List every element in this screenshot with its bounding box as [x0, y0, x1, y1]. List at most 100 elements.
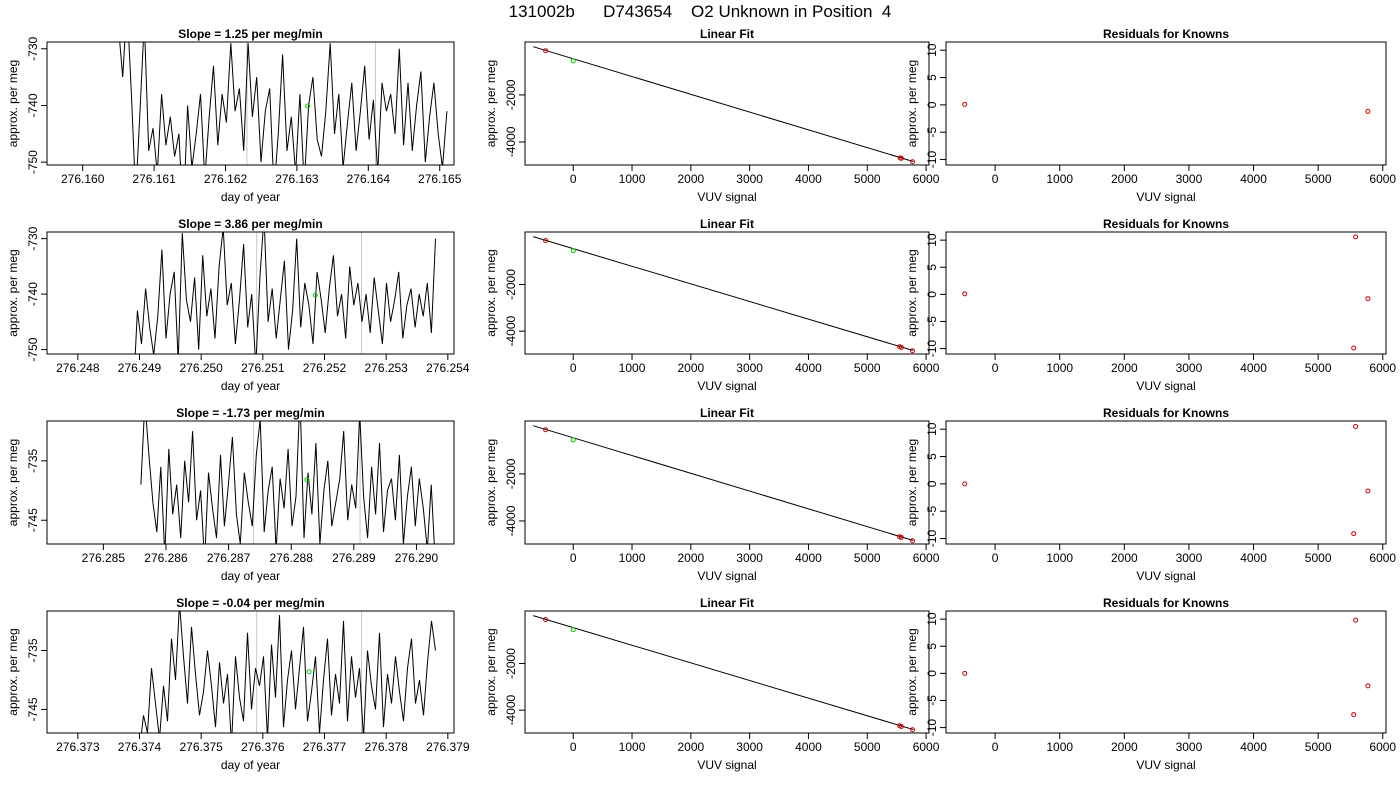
- y-tick-label: -4000: [504, 315, 518, 346]
- x-tick-label: 276.165: [418, 172, 462, 186]
- plot-frame: [46, 231, 455, 355]
- x-tick-label: 1000: [619, 740, 646, 754]
- known-standard-point: [1365, 296, 1371, 302]
- known-standard-point: [1365, 683, 1371, 689]
- y-axis-label: approx. per meg: [905, 628, 919, 715]
- y-axis-label: approx. per meg: [905, 60, 919, 147]
- y-tick-label: -740: [26, 93, 40, 117]
- x-axis-label: day of year: [221, 758, 280, 772]
- known-standard-point: [543, 48, 549, 54]
- x-tick-label: 6000: [913, 551, 940, 565]
- known-standard-point: [898, 723, 904, 729]
- x-tick-label: 276.374: [118, 740, 162, 754]
- y-tick-label: 0: [925, 480, 939, 487]
- x-tick-label: 4000: [795, 172, 822, 186]
- unknown-sample-point: [570, 58, 576, 64]
- x-tick-label: 4000: [795, 740, 822, 754]
- y-tick-label: -2000: [504, 458, 518, 489]
- known-standard-point: [543, 617, 549, 623]
- y-tick-label: -10: [925, 340, 939, 358]
- y-tick-label: -730: [26, 36, 40, 60]
- y-tick-label: 0: [925, 101, 939, 108]
- known-standard-point: [1353, 617, 1359, 623]
- x-tick-label: 3000: [1176, 740, 1203, 754]
- y-tick-label: 5: [925, 264, 939, 271]
- x-tick-label: 276.251: [241, 361, 285, 375]
- linear-fit-panel-row2: Linear Fit VUV signal approx. per meg 0 1000…: [484, 217, 940, 393]
- x-tick-label: 276.161: [132, 172, 176, 186]
- x-tick-label: 5000: [854, 740, 881, 754]
- panel-title: Linear Fit: [700, 217, 754, 231]
- x-tick-label: 6000: [1369, 361, 1396, 375]
- x-tick-label: 2000: [1111, 551, 1138, 565]
- known-standard-point: [543, 427, 549, 433]
- linear-fit-panel-row4: Linear Fit VUV signal approx. per meg 0 1000…: [484, 596, 940, 772]
- x-tick-label: 6000: [1369, 172, 1396, 186]
- x-tick-label: 5000: [854, 172, 881, 186]
- y-tick-label: 5: [925, 643, 939, 650]
- y-tick-label: -5: [925, 316, 939, 327]
- x-tick-label: 276.375: [179, 740, 223, 754]
- known-standard-point: [898, 344, 904, 350]
- known-standard-point: [910, 538, 916, 544]
- plot-area: [119, 42, 448, 165]
- known-standard-point: [1353, 234, 1359, 240]
- plot-frame: [945, 420, 1387, 545]
- known-standard-point: [1353, 423, 1359, 429]
- y-tick-label: -730: [26, 226, 40, 250]
- plot-frame: [46, 41, 455, 166]
- y-tick-label: -745: [26, 508, 40, 532]
- panel-title: Slope = -1.73 per meg/min: [176, 406, 324, 420]
- x-tick-label: 5000: [854, 361, 881, 375]
- known-standard-point: [910, 348, 916, 354]
- x-tick-label: 6000: [913, 740, 940, 754]
- x-tick-label: 276.286: [144, 551, 188, 565]
- panel-title: Slope = -0.04 per meg/min: [176, 596, 324, 610]
- x-tick-label: 0: [992, 172, 999, 186]
- panel-title: Linear Fit: [700, 27, 754, 41]
- x-tick-label: 276.289: [332, 551, 376, 565]
- plot-frame: [945, 610, 1387, 734]
- y-tick-label: -5: [925, 695, 939, 706]
- residuals-panel-row3: Residuals for Knowns VUV signal approx. pe…: [905, 406, 1396, 583]
- x-tick-label: 6000: [1369, 740, 1396, 754]
- y-axis-label: approx. per meg: [6, 628, 20, 715]
- residuals-panel-row2: Residuals for Knowns VUV signal approx. pe…: [905, 217, 1396, 393]
- x-tick-label: 6000: [913, 172, 940, 186]
- plot-area: [962, 617, 1371, 718]
- x-axis-label: day of year: [221, 569, 280, 583]
- y-tick-label: -5: [925, 506, 939, 517]
- y-axis-label: approx. per meg: [6, 249, 20, 336]
- known-standard-point: [962, 291, 968, 297]
- x-tick-label: 5000: [1305, 361, 1332, 375]
- time-series-panel-row2: Slope = 3.86 per meg/min day of year appro…: [6, 217, 470, 393]
- linear-fit-panel-row1: Linear Fit VUV signal approx. per meg 0 1000…: [484, 27, 940, 204]
- x-axis-label: VUV signal: [1136, 190, 1195, 204]
- x-tick-label: 1000: [1046, 551, 1073, 565]
- x-tick-label: 276.249: [118, 361, 162, 375]
- x-tick-label: 0: [992, 740, 999, 754]
- x-tick-label: 2000: [677, 551, 704, 565]
- y-tick-label: -10: [925, 530, 939, 548]
- x-tick-label: 1000: [619, 172, 646, 186]
- y-tick-label: 0: [925, 670, 939, 677]
- known-standard-point: [898, 534, 904, 540]
- x-tick-label: 0: [992, 551, 999, 565]
- x-tick-label: 1000: [1046, 361, 1073, 375]
- y-tick-label: 5: [925, 74, 939, 81]
- y-axis-label: approx. per meg: [6, 439, 20, 526]
- y-tick-label: 10: [925, 422, 939, 436]
- x-tick-label: 276.378: [364, 740, 408, 754]
- x-axis-label: VUV signal: [1136, 379, 1195, 393]
- x-tick-label: 2000: [677, 361, 704, 375]
- panel-title: Residuals for Knowns: [1103, 596, 1229, 610]
- x-tick-label: 276.162: [204, 172, 248, 186]
- x-axis-label: VUV signal: [697, 758, 756, 772]
- y-tick-label: 10: [925, 233, 939, 247]
- y-tick-label: -735: [26, 638, 40, 662]
- x-axis-label: VUV signal: [1136, 569, 1195, 583]
- x-tick-label: 2000: [1111, 172, 1138, 186]
- plot-area: [533, 425, 916, 544]
- plot-area: [533, 46, 916, 165]
